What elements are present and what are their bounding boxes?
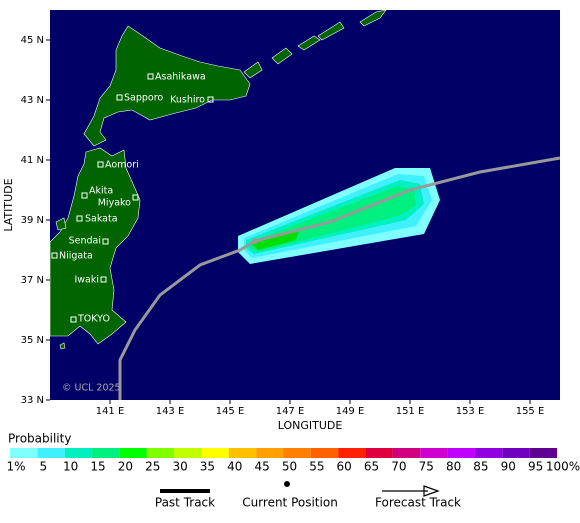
legend-swatch (365, 448, 393, 458)
legend-label: 70 (391, 460, 406, 474)
legend-swatch (283, 448, 311, 458)
legend-label: 5 (40, 460, 48, 474)
lat-label: 35 N (21, 335, 44, 346)
city-label: Kushiro (170, 95, 205, 106)
legend-swatch (119, 448, 147, 458)
lat-label: 45 N (21, 35, 44, 46)
legend-swatch (447, 448, 475, 458)
track (118, 156, 561, 400)
legend-swatch (10, 448, 38, 458)
city-label: Aomori (105, 160, 139, 171)
probability-swath (238, 168, 440, 264)
city-label: Miyako (98, 198, 131, 209)
legend-swatch (174, 448, 202, 458)
city-label: Sapporo (124, 93, 163, 104)
legend-label: 100% (546, 460, 580, 474)
lat-label: 39 N (21, 215, 44, 226)
legend-label: 45 (255, 460, 270, 474)
current-position-symbol (284, 481, 290, 487)
city-label: Akita (89, 186, 113, 197)
forecast-arrow (423, 485, 440, 497)
legend-label: 80 (446, 460, 461, 474)
city-markers (51, 73, 214, 323)
lon-label: 151 E (396, 406, 425, 417)
current-position-label: Current Position (242, 496, 338, 510)
legend-label: 50 (282, 460, 297, 474)
legend-label: 95 (528, 460, 543, 474)
legend-swatch (338, 448, 366, 458)
city-label: Sakata (85, 214, 118, 225)
lon-label: 141 E (96, 406, 125, 417)
legend-swatch (201, 448, 229, 458)
copyright: © UCL 2025 (62, 383, 121, 394)
legend-label: 60 (337, 460, 352, 474)
legend-label: 1% (6, 460, 25, 474)
legend-label: 35 (200, 460, 215, 474)
lat-label: 33 N (21, 395, 44, 406)
legend-label: 30 (172, 460, 187, 474)
legend-swatch (256, 448, 284, 458)
lat-label: 37 N (21, 275, 44, 286)
current-position (252, 238, 258, 244)
lon-label: 155 E (516, 406, 545, 417)
city-label: Asahikawa (155, 72, 206, 83)
legend-label: 75 (419, 460, 434, 474)
y-axis-title: LATITUDE (2, 178, 15, 231)
legend-swatch (392, 448, 421, 458)
city-label: TOKYO (77, 314, 110, 325)
legend-swatch (310, 448, 339, 458)
legend-label: 10 (63, 460, 78, 474)
legend-swatch (420, 448, 448, 458)
lon-label: 149 E (336, 406, 365, 417)
city-label: Niigata (59, 251, 93, 262)
legend-swatch (502, 448, 530, 458)
legend-label: 15 (90, 460, 105, 474)
legend-swatch (146, 448, 175, 458)
lon-label: 143 E (156, 406, 185, 417)
past-track-label: Past Track (155, 496, 215, 510)
legend-label: 55 (309, 460, 324, 474)
legend-swatch (37, 448, 65, 458)
legend-swatch (64, 448, 93, 458)
legend-label: 40 (227, 460, 242, 474)
legend-swatch (529, 448, 557, 458)
land (49, 9, 387, 350)
legend-label: 65 (364, 460, 379, 474)
legend-title: Probability (8, 432, 71, 446)
legend-label: 85 (473, 460, 488, 474)
city-label: Iwaki (74, 275, 99, 286)
legend-label: 25 (145, 460, 160, 474)
lat-label: 43 N (21, 95, 44, 106)
legend-swatch (92, 448, 120, 458)
x-axis-title: LONGITUDE (278, 419, 343, 432)
city-label: Sendai (69, 236, 101, 247)
lat-label: 41 N (21, 155, 44, 166)
lon-label: 153 E (456, 406, 485, 417)
legend-swatch (228, 448, 257, 458)
legend-swatch (474, 448, 503, 458)
legend-label: 20 (118, 460, 133, 474)
legend-label: 90 (501, 460, 516, 474)
lon-label: 147 E (276, 406, 305, 417)
lon-label: 145 E (216, 406, 245, 417)
forecast-track-label: Forecast Track (375, 496, 461, 510)
